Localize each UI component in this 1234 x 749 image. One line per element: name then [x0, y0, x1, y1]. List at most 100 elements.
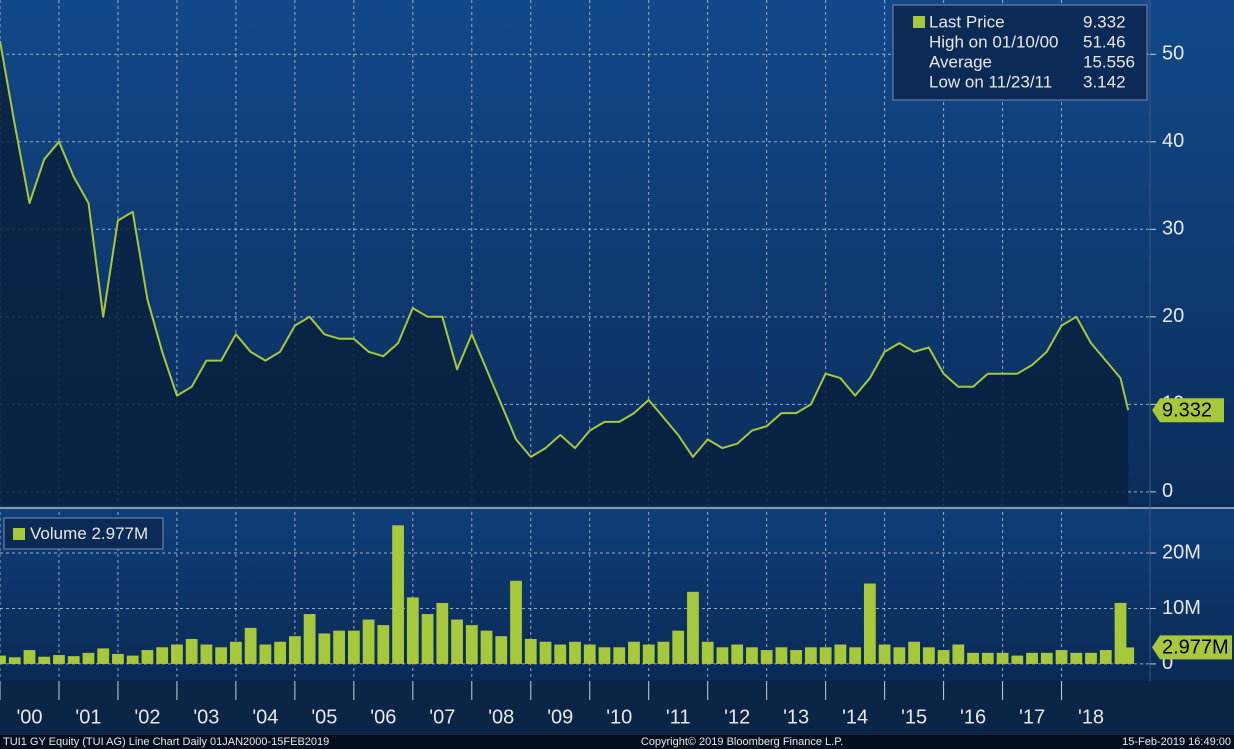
y-tick-label: 40 — [1162, 130, 1184, 152]
price-area — [0, 41, 1129, 505]
x-tick-label: '00 — [16, 706, 42, 728]
volume-bar — [805, 647, 817, 664]
volume-bar — [318, 633, 331, 664]
y-tick-label: 20 — [1162, 305, 1184, 327]
volume-bar — [819, 647, 832, 664]
volume-bar — [746, 647, 758, 664]
volume-bar — [687, 591, 699, 664]
volume-bar — [8, 657, 21, 664]
volume-bar — [834, 644, 847, 664]
volume-bar — [392, 525, 404, 664]
volume-bar — [23, 650, 36, 664]
volume-bar — [451, 619, 463, 664]
legend-swatch — [13, 528, 25, 540]
volume-bar — [657, 641, 670, 664]
x-tick-label: '02 — [134, 706, 160, 728]
legend-value: 9.332 — [1083, 12, 1126, 31]
volume-bar — [1026, 652, 1038, 664]
x-axis-band — [0, 681, 1234, 735]
volume-bar — [82, 652, 95, 664]
volume-bar — [790, 650, 803, 664]
legend-value: 3.142 — [1083, 72, 1126, 91]
volume-bar — [38, 656, 51, 664]
volume-bar — [849, 647, 862, 664]
volume-bar — [200, 644, 213, 664]
volume-bar — [112, 653, 124, 664]
x-tick-label: '13 — [783, 706, 809, 728]
volume-bar — [274, 641, 287, 664]
plot-layer: '00 '01 '02 '03 '04 '05 '06 '07 '08 '09 '10 '11 '12 '… — [0, 0, 1232, 728]
volume-bar — [598, 647, 611, 664]
y-tick-label: 20M — [1162, 541, 1201, 563]
volume-legend: Volume 2.977M — [30, 524, 148, 543]
y-tick-label: 0 — [1162, 652, 1173, 674]
x-tick-label: '01 — [75, 706, 101, 728]
x-tick-label: '06 — [370, 706, 396, 728]
legend-box — [892, 4, 1148, 101]
volume-bar — [259, 644, 272, 664]
x-tick-label: '05 — [311, 706, 337, 728]
footer-center: Copyright© 2019 Bloomberg Finance L.P. — [641, 736, 843, 748]
volume-bar — [908, 641, 920, 664]
volume-bar — [303, 614, 316, 664]
x-tick-label: '11 — [666, 706, 691, 728]
volume-bar — [377, 625, 390, 664]
x-tick-label: '17 — [1019, 706, 1045, 728]
last-value-label: 2.977M — [1162, 637, 1229, 659]
volume-bar — [922, 647, 935, 664]
volume-bar — [67, 656, 80, 664]
legend-label: Last Price — [929, 12, 1005, 31]
volume-bar — [716, 647, 729, 664]
legend-label: Average — [929, 52, 992, 71]
volume-bar — [893, 647, 906, 664]
legend-label: Low on 11/23/11 — [929, 72, 1052, 91]
volume-legend-box — [3, 517, 164, 550]
volume-bar — [554, 644, 567, 664]
y-tick-label: 10M — [1162, 597, 1201, 619]
volume-bar — [480, 630, 493, 664]
volume-bar — [156, 647, 169, 664]
volume-bar — [495, 636, 508, 664]
footer-left: TUI1 GY Equity (TUI AG) Line Chart Daily… — [3, 736, 329, 748]
volume-bar — [672, 630, 685, 664]
legend-swatch — [913, 16, 925, 28]
volume-bar — [1070, 652, 1083, 664]
volume-bar — [642, 644, 655, 664]
x-tick-label: '07 — [429, 706, 455, 728]
volume-bar — [406, 597, 419, 664]
footer-band — [0, 735, 1234, 749]
volume-bar — [569, 641, 581, 664]
legend-label: High on 01/10/00 — [929, 32, 1059, 51]
volume-bar — [1099, 650, 1112, 664]
volume-bar — [760, 650, 773, 664]
y-tick-label: 50 — [1162, 43, 1184, 65]
volume-bar — [937, 650, 950, 664]
volume-bar — [731, 644, 744, 664]
last-value-tag — [1152, 398, 1224, 423]
x-tick-label: '14 — [842, 706, 868, 728]
volume-bar — [1011, 655, 1024, 664]
x-tick-label: '04 — [252, 706, 278, 728]
volume-bar — [1114, 602, 1127, 664]
legend-value: 15.556 — [1083, 52, 1135, 71]
last-value-tag — [1152, 635, 1232, 660]
volume-bar — [701, 641, 714, 664]
last-value-label: 9.332 — [1162, 399, 1212, 421]
volume-bar — [126, 655, 139, 664]
volume-bar — [1085, 652, 1097, 664]
volume-bar — [952, 644, 965, 664]
volume-bar — [347, 630, 360, 664]
volume-bar — [510, 580, 522, 664]
y-tick-label: 30 — [1162, 218, 1184, 240]
volume-bar — [1040, 652, 1053, 664]
x-tick-label: '09 — [547, 706, 573, 728]
volume-bar — [0, 655, 6, 664]
volume-bar — [436, 602, 449, 664]
volume-bar — [524, 638, 537, 664]
y-tick-label: 0 — [1162, 480, 1173, 502]
volume-bar — [583, 644, 596, 664]
volume-bar — [628, 641, 640, 664]
footer-right: 15-Feb-2019 16:49:00 — [1122, 736, 1231, 748]
volume-bar — [244, 627, 257, 664]
